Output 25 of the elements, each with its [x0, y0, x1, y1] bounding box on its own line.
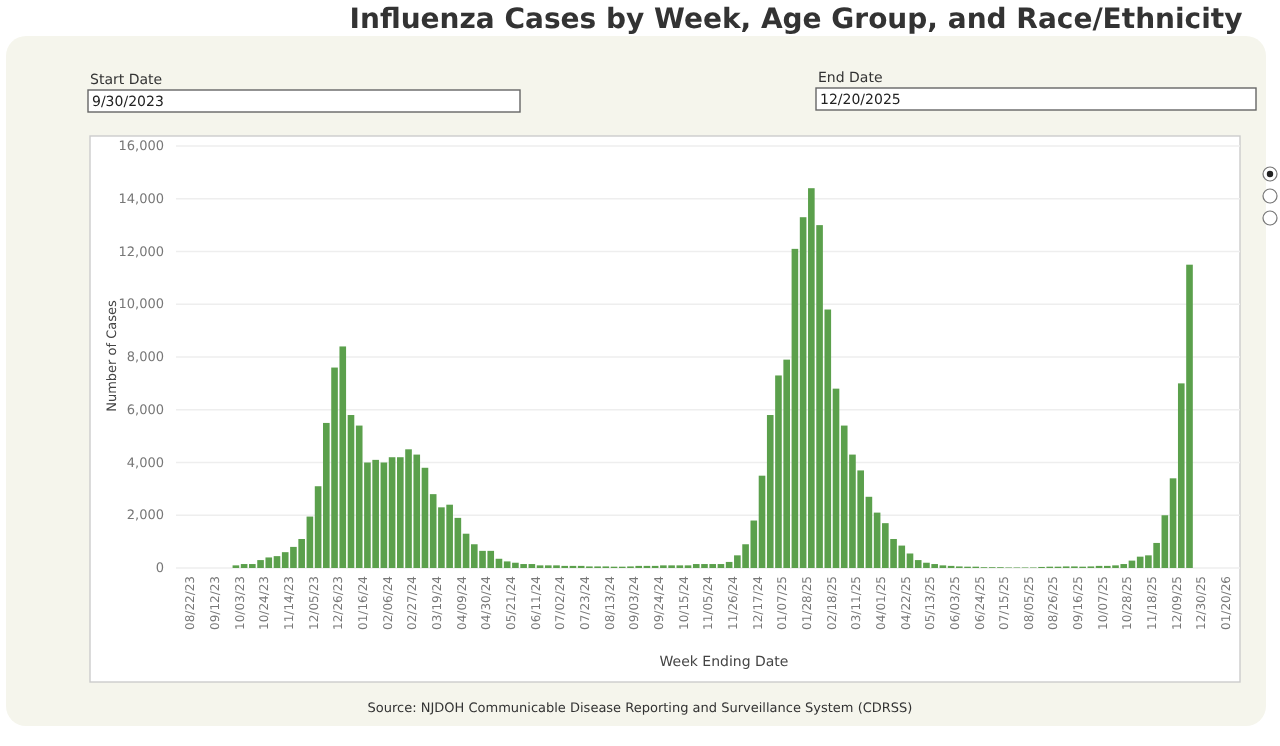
- bar: [1186, 264, 1193, 568]
- bar: [906, 553, 914, 568]
- bar: [265, 557, 273, 568]
- bar: [503, 561, 511, 568]
- bar: [487, 550, 495, 568]
- bar: [725, 561, 733, 568]
- bar: [281, 552, 289, 568]
- bar: [257, 560, 264, 568]
- bar: [372, 459, 379, 568]
- bar: [290, 546, 297, 568]
- bar: [479, 550, 486, 568]
- bar: [808, 188, 815, 568]
- bar: [405, 449, 412, 568]
- chart-title: Influenza Cases by Week, Age Group, and Race/Ethnicity: [349, 4, 1243, 36]
- bar: [914, 560, 922, 568]
- bar: [512, 562, 519, 568]
- bar: [898, 545, 906, 568]
- bar: [273, 556, 281, 568]
- bar: [380, 462, 388, 568]
- bar: [923, 562, 930, 568]
- bar: [413, 454, 421, 568]
- bar: [446, 504, 453, 568]
- bar: [388, 457, 396, 568]
- bar: [397, 457, 404, 568]
- bar: [339, 346, 347, 568]
